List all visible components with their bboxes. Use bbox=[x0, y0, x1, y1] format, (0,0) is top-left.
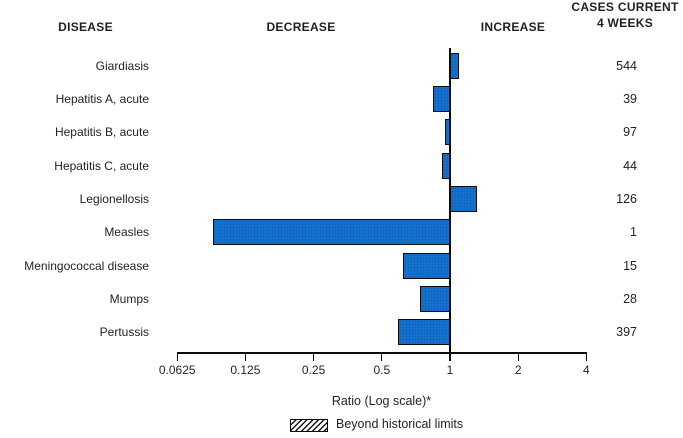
axis-tick bbox=[244, 352, 247, 361]
ratio-bar bbox=[432, 85, 450, 112]
column-header-cases: CASES CURRENT 4 WEEKS bbox=[571, 0, 678, 31]
cases-value: 97 bbox=[623, 125, 637, 140]
disease-label: Legionellosis bbox=[79, 191, 149, 206]
axis-tick-label: 0.0625 bbox=[158, 362, 196, 377]
disease-label: Giardiasis bbox=[95, 58, 149, 73]
cases-value: 544 bbox=[616, 58, 637, 73]
ratio-bar bbox=[398, 319, 450, 346]
column-header-decrease: DECREASE bbox=[266, 20, 336, 34]
cases-value: 28 bbox=[623, 291, 637, 306]
ratio-bar bbox=[420, 285, 450, 312]
axis-tick-label: 2 bbox=[514, 362, 522, 377]
disease-label: Meningococcal disease bbox=[24, 258, 149, 273]
disease-label: Hepatitis C, acute bbox=[54, 158, 149, 173]
cases-value: 15 bbox=[623, 258, 637, 273]
cases-value: 39 bbox=[623, 91, 637, 106]
ratio-bar bbox=[450, 52, 460, 79]
ratio-bar bbox=[402, 252, 450, 279]
x-axis-label: Ratio (Log scale)* bbox=[331, 394, 432, 408]
axis-tick-label: 0.125 bbox=[230, 362, 261, 377]
disease-label: Mumps bbox=[109, 291, 149, 306]
axis-tick-label: 0.25 bbox=[301, 362, 326, 377]
column-header-disease: DISEASE bbox=[58, 20, 113, 34]
axis-tick bbox=[517, 352, 519, 361]
cases-value: 1 bbox=[630, 225, 637, 240]
cases-value: 44 bbox=[623, 158, 637, 173]
cases-header-line2: 4 WEEKS bbox=[596, 15, 654, 30]
ratio-bar bbox=[450, 185, 477, 212]
disease-label: Hepatitis B, acute bbox=[54, 125, 149, 140]
axis-tick-label: 0.5 bbox=[373, 362, 391, 377]
baseline-ratio-1-line bbox=[449, 47, 451, 361]
axis-tick bbox=[176, 352, 178, 361]
cases-value: 126 bbox=[616, 191, 637, 206]
legend-label: Beyond historical limits bbox=[336, 417, 464, 431]
disease-label: Measles bbox=[104, 225, 149, 240]
column-header-increase: INCREASE bbox=[480, 20, 546, 34]
disease-label: Pertussis bbox=[99, 325, 149, 340]
axis-tick-label: 1 bbox=[446, 362, 454, 377]
cases-header-line1: CASES CURRENT bbox=[571, 0, 679, 14]
legend-hatch-swatch bbox=[290, 419, 328, 432]
axis-tick bbox=[312, 352, 315, 361]
ratio-bar bbox=[213, 219, 450, 246]
axis-tick-label: 4 bbox=[583, 362, 590, 377]
axis-tick bbox=[381, 352, 383, 361]
cases-value: 397 bbox=[616, 325, 637, 340]
axis-tick bbox=[585, 352, 588, 361]
disease-label: Hepatitis A, acute bbox=[55, 91, 149, 106]
